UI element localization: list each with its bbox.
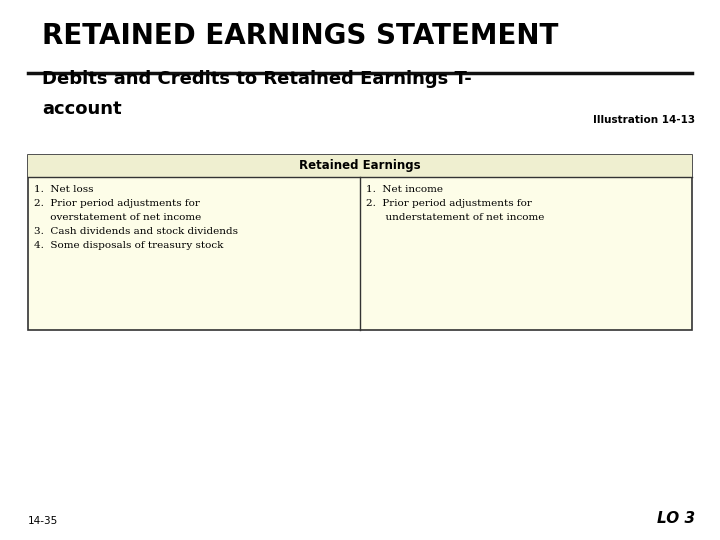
Text: 1.  Net income: 1. Net income <box>366 185 443 194</box>
Text: 14-35: 14-35 <box>28 516 58 526</box>
Text: account: account <box>42 100 122 118</box>
Bar <box>28 155 692 177</box>
Text: understatement of net income: understatement of net income <box>366 213 544 222</box>
Text: 2.  Prior period adjustments for: 2. Prior period adjustments for <box>366 199 532 208</box>
Text: overstatement of net income: overstatement of net income <box>34 213 202 222</box>
Text: LO 3: LO 3 <box>657 511 695 526</box>
Text: Debits and Credits to Retained Earnings T-: Debits and Credits to Retained Earnings … <box>42 70 472 88</box>
Bar <box>28 155 692 330</box>
Text: Illustration 14-13: Illustration 14-13 <box>593 115 695 125</box>
Text: 1.  Net loss: 1. Net loss <box>34 185 94 194</box>
Text: Retained Earnings: Retained Earnings <box>300 159 420 172</box>
Text: 2.  Prior period adjustments for: 2. Prior period adjustments for <box>34 199 200 208</box>
Text: 4.  Some disposals of treasury stock: 4. Some disposals of treasury stock <box>34 241 223 250</box>
Text: 3.  Cash dividends and stock dividends: 3. Cash dividends and stock dividends <box>34 227 238 236</box>
Text: RETAINED EARNINGS STATEMENT: RETAINED EARNINGS STATEMENT <box>42 22 559 50</box>
